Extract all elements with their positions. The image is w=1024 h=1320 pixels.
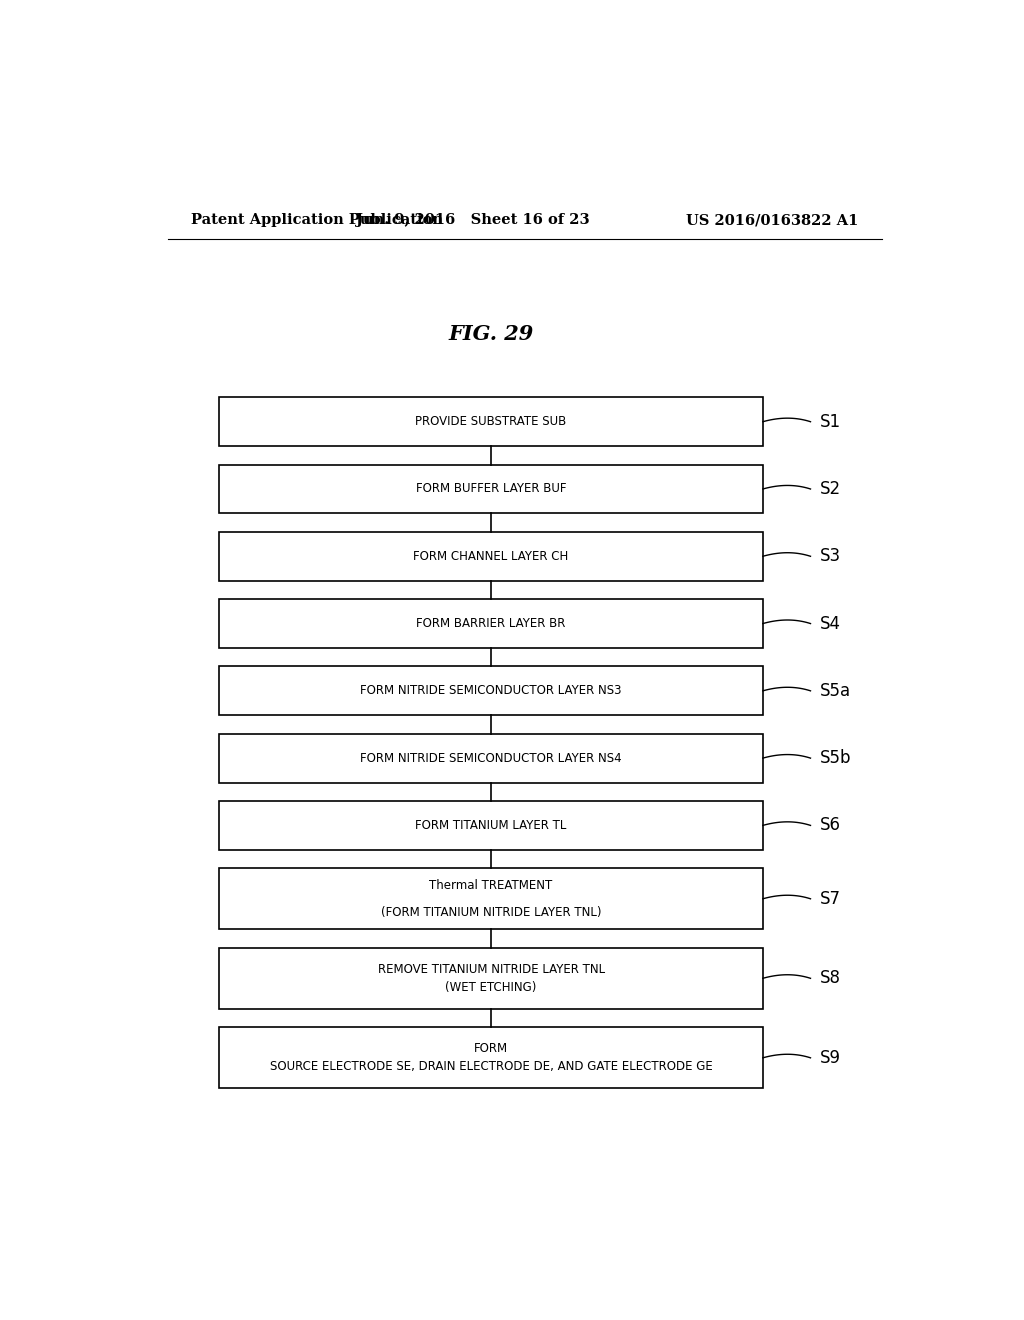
Bar [219, 532, 763, 581]
Text: FORM TITANIUM LAYER TL: FORM TITANIUM LAYER TL [416, 818, 566, 832]
Text: S5a: S5a [820, 682, 851, 700]
Bar [219, 599, 763, 648]
Text: Jun. 9, 2016   Sheet 16 of 23: Jun. 9, 2016 Sheet 16 of 23 [356, 213, 590, 227]
Bar [219, 734, 763, 783]
Text: Patent Application Publication: Patent Application Publication [191, 213, 443, 227]
Text: S5b: S5b [820, 750, 852, 767]
Text: S8: S8 [820, 969, 841, 987]
Text: FORM
SOURCE ELECTRODE SE, DRAIN ELECTRODE DE, AND GATE ELECTRODE GE: FORM SOURCE ELECTRODE SE, DRAIN ELECTROD… [269, 1043, 713, 1073]
Bar [219, 1027, 763, 1089]
Text: Thermal TREATMENT: Thermal TREATMENT [429, 879, 553, 892]
Bar [219, 801, 763, 850]
Bar [219, 869, 763, 929]
Text: REMOVE TITANIUM NITRIDE LAYER TNL
(WET ETCHING): REMOVE TITANIUM NITRIDE LAYER TNL (WET E… [378, 962, 604, 994]
Text: (FORM TITANIUM NITRIDE LAYER TNL): (FORM TITANIUM NITRIDE LAYER TNL) [381, 906, 601, 919]
Bar [219, 465, 763, 513]
Text: US 2016/0163822 A1: US 2016/0163822 A1 [686, 213, 858, 227]
Text: S9: S9 [820, 1049, 841, 1067]
Text: S6: S6 [820, 816, 841, 834]
Text: FORM BARRIER LAYER BR: FORM BARRIER LAYER BR [417, 616, 565, 630]
Text: FORM BUFFER LAYER BUF: FORM BUFFER LAYER BUF [416, 483, 566, 495]
Text: S1: S1 [820, 413, 841, 430]
Text: PROVIDE SUBSTRATE SUB: PROVIDE SUBSTRATE SUB [416, 416, 566, 428]
Text: FORM CHANNEL LAYER CH: FORM CHANNEL LAYER CH [414, 550, 568, 562]
Bar [219, 948, 763, 1008]
Text: S2: S2 [820, 480, 841, 498]
Text: S4: S4 [820, 615, 841, 632]
Text: S3: S3 [820, 548, 841, 565]
Bar [219, 667, 763, 715]
Text: FORM NITRIDE SEMICONDUCTOR LAYER NS4: FORM NITRIDE SEMICONDUCTOR LAYER NS4 [360, 751, 622, 764]
Text: FORM NITRIDE SEMICONDUCTOR LAYER NS3: FORM NITRIDE SEMICONDUCTOR LAYER NS3 [360, 684, 622, 697]
Text: FIG. 29: FIG. 29 [449, 323, 534, 345]
Text: S7: S7 [820, 890, 841, 908]
Bar [219, 397, 763, 446]
